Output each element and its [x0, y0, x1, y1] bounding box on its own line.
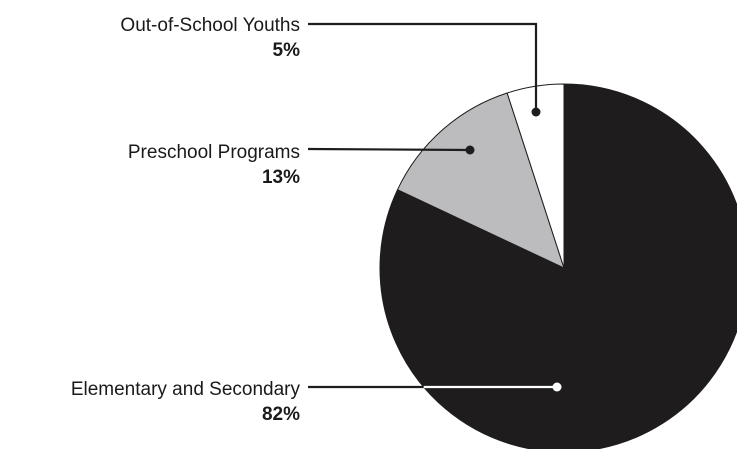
leader-lines [307, 22, 562, 392]
leader-dot-elementary-and-secondary [552, 382, 562, 392]
label-preschool-programs: Preschool Programs [128, 142, 300, 163]
pie-slice-preschool-programs [397, 92, 565, 269]
value-out-of-school-youths: 5% [273, 40, 301, 61]
leader-line-preschool-programs [307, 147, 471, 152]
label-out-of-school-youths: Out-of-School Youths [120, 15, 300, 36]
value-preschool-programs: 13% [262, 167, 300, 188]
pie-slices [379, 83, 737, 449]
label-elementary-and-secondary: Elementary and Secondary [71, 379, 301, 400]
value-elementary-and-secondary: 82% [262, 404, 300, 425]
leader-dot-out-of-school-youths [531, 107, 541, 117]
leader-dot-preschool-programs [465, 145, 475, 155]
pie-slice-elementary-and-secondary [379, 83, 737, 449]
leader-line-out-of-school-youths [308, 22, 538, 112]
